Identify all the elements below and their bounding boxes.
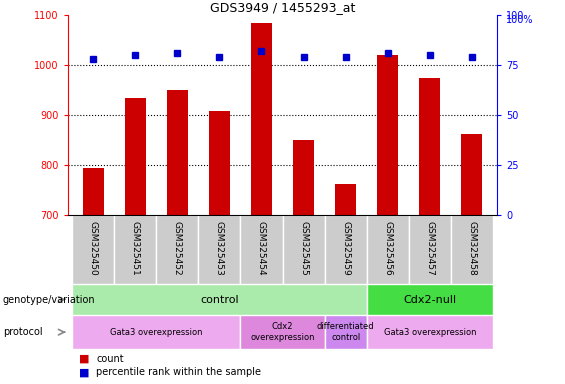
Bar [335,184,356,215]
Bar [82,167,103,215]
Bar [156,215,198,284]
Bar [377,55,398,215]
Bar [462,134,483,215]
Text: count: count [96,354,124,364]
Text: GSM325459: GSM325459 [341,220,350,275]
Bar [72,315,240,349]
Bar [419,78,440,215]
Bar [325,215,367,284]
Text: GSM325450: GSM325450 [89,220,98,275]
Bar [251,23,272,215]
Text: GSM325458: GSM325458 [467,220,476,275]
Text: GSM325455: GSM325455 [299,220,308,275]
Text: GSM325456: GSM325456 [383,220,392,275]
Bar [240,315,325,349]
Bar [198,215,240,284]
Text: GSM325452: GSM325452 [173,220,182,275]
Bar [209,111,230,215]
Text: 100%: 100% [506,15,533,25]
Text: GSM325453: GSM325453 [215,220,224,275]
Bar [409,215,451,284]
Text: control: control [200,295,238,305]
Text: Cdx2
overexpression: Cdx2 overexpression [250,323,315,342]
Bar [367,315,493,349]
Bar [367,215,409,284]
Text: GSM325454: GSM325454 [257,220,266,275]
Text: genotype/variation: genotype/variation [3,295,95,305]
Text: percentile rank within the sample: percentile rank within the sample [96,367,261,377]
Text: Cdx2-null: Cdx2-null [403,295,457,305]
Text: differentiated
control: differentiated control [317,323,375,342]
Bar [451,215,493,284]
Bar [72,284,367,315]
Text: Gata3 overexpression: Gata3 overexpression [384,328,476,337]
Text: GSM325451: GSM325451 [131,220,140,275]
Bar [240,215,282,284]
Text: protocol: protocol [3,327,42,337]
Bar [282,215,325,284]
Text: ■: ■ [79,367,90,377]
Bar [167,90,188,215]
Title: GDS3949 / 1455293_at: GDS3949 / 1455293_at [210,1,355,14]
Text: ■: ■ [79,354,90,364]
Bar [367,284,493,315]
Text: Gata3 overexpression: Gata3 overexpression [110,328,202,337]
Bar [293,140,314,215]
Bar [114,215,156,284]
Text: GSM325457: GSM325457 [425,220,434,275]
Bar [72,215,114,284]
Bar [325,315,367,349]
Bar [125,98,146,215]
